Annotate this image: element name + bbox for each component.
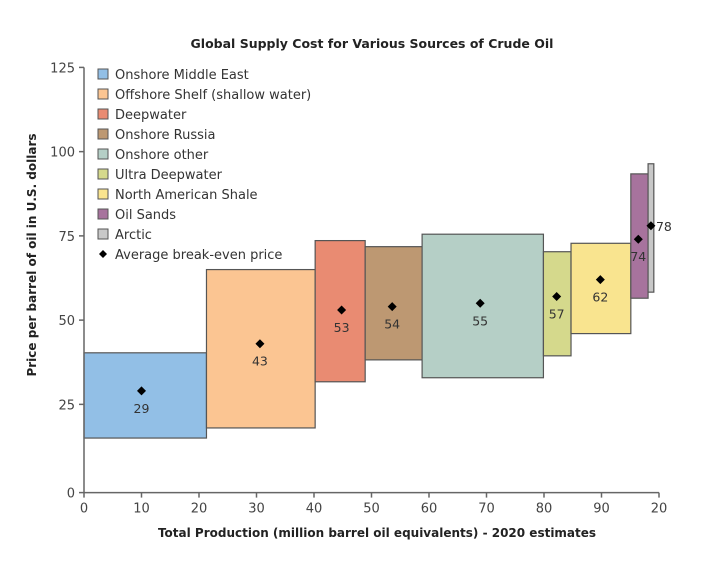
average-marker [646,221,656,231]
legend-label: Offshore Shelf (shallow water) [115,88,311,103]
average-label: 74 [630,249,646,264]
x-axis-label: Total Production (million barrel oil equ… [158,526,596,540]
legend-label: Onshore Middle East [115,68,249,83]
x-tick-label: 70 [478,502,495,517]
average-label: 43 [252,354,268,369]
x-tick-label: 10 [133,502,150,517]
average-marker [387,302,397,312]
bar-ultra-deepwater [542,251,572,357]
x-tick-label: 20 [651,502,668,517]
legend-label: North American Shale [115,188,258,203]
average-marker [633,234,643,244]
legend-swatch [97,148,109,160]
y-tick-label: 75 [58,230,75,245]
average-marker [595,275,605,285]
legend-label: Onshore Russia [115,128,215,143]
bar-onshore-other [421,233,545,379]
legend-swatch [97,208,109,220]
average-label: 29 [134,401,150,416]
average-label: 53 [334,320,350,335]
average-label: 57 [549,307,565,322]
average-marker [255,339,265,349]
bar-onshore-middle-east [83,352,208,439]
x-tick-label: 50 [363,502,380,517]
x-tick-label: 60 [421,502,438,517]
legend-label: Average break-even price [115,248,282,263]
average-marker [475,298,485,308]
average-marker [552,292,562,302]
x-tick-label: 80 [536,502,553,517]
chart-title: Global Supply Cost for Various Sources o… [191,36,554,51]
legend-swatch [97,228,109,240]
average-label: 62 [592,290,608,305]
legend-swatch [97,68,109,80]
legend-swatch [97,188,109,200]
average-label: 78 [656,219,672,234]
average-marker [337,305,347,315]
y-tick-label: 0 [67,487,75,502]
legend-swatch [97,108,109,120]
x-tick-label: 30 [248,502,265,517]
legend-swatch [97,88,109,100]
x-tick-label: 20 [191,502,208,517]
x-tick-label: 0 [80,502,88,517]
average-marker [137,386,146,396]
y-tick-label: 125 [50,61,75,76]
legend-label: Ultra Deepwater [115,168,223,183]
legend-swatch [97,128,109,140]
x-tick-label: 90 [593,502,610,517]
y-tick-label: 50 [58,314,75,329]
legend-swatch [97,168,109,180]
bar-north-american-shale [570,242,632,335]
bar-onshore-russia [364,246,423,361]
legend-label: Onshore other [115,148,209,163]
average-label: 55 [472,313,488,328]
bar-offshore-shelf-shallow-water- [205,268,316,429]
legend-label: Oil Sands [115,208,176,223]
legend-label: Arctic [115,228,152,243]
y-tick-label: 100 [50,146,75,161]
average-label: 54 [384,317,400,332]
x-tick-label: 40 [306,502,323,517]
legend-label: Deepwater [115,108,187,123]
y-axis-label: Price per barrel of oil in U.S. dollars [25,133,39,376]
y-tick-label: 25 [58,398,75,413]
legend-diamond-icon [99,250,107,258]
